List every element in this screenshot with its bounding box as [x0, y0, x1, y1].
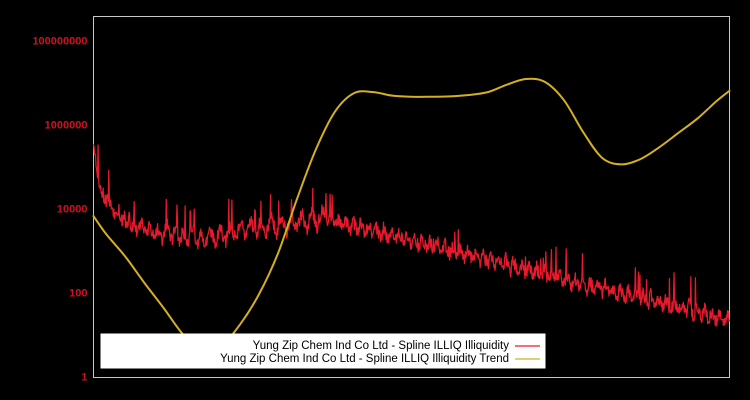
- y-axis-tick-label: 10000: [57, 204, 88, 216]
- y-axis-tick-label: 100: [69, 287, 87, 299]
- y-axis-tick-label: 1000000: [45, 120, 88, 132]
- y-axis-tick-label: 100000000: [32, 36, 87, 48]
- y-axis-tick-labels: 100000000 1000000 10000 100 1: [32, 36, 87, 384]
- y-axis-tick-label: 1: [81, 371, 87, 383]
- plot-frame: [93, 16, 730, 378]
- chart-legend[interactable]: Yung Zip Chem Ind Co Ltd - Spline ILLIQ …: [100, 333, 546, 369]
- series-line-illiquidity: [92, 144, 731, 327]
- legend-entry-label-illiquidity-trend: Yung Zip Chem Ind Co Ltd - Spline ILLIQ …: [220, 353, 509, 365]
- legend-entry-label-illiquidity: Yung Zip Chem Ind Co Ltd - Spline ILLIQ …: [253, 340, 510, 352]
- legend-background: [100, 333, 546, 369]
